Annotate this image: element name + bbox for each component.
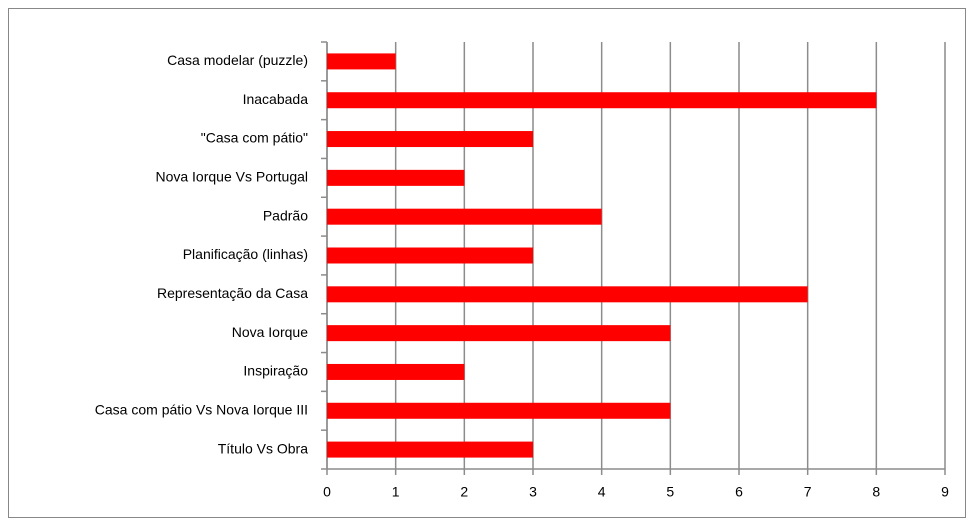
- bar: [327, 208, 602, 225]
- y-tick-label: Padrão: [263, 207, 308, 223]
- x-tick-label: 1: [392, 484, 400, 500]
- bar: [327, 247, 533, 264]
- bar: [327, 131, 533, 148]
- x-tick-label: 3: [529, 484, 537, 500]
- x-tick-label: 4: [598, 484, 606, 500]
- bar: [327, 441, 533, 458]
- y-tick-label: Planificação (linhas): [183, 246, 308, 262]
- bar: [327, 92, 877, 109]
- y-tick-label: Casa com pátio Vs Nova Iorque III: [95, 401, 308, 417]
- x-tick-label: 8: [872, 484, 880, 500]
- y-tick-label: Inacabada: [243, 91, 309, 107]
- bar: [327, 286, 808, 303]
- x-tick-label: 7: [804, 484, 812, 500]
- x-tick-label: 6: [735, 484, 743, 500]
- bar: [327, 402, 671, 419]
- y-tick-label: Casa modelar (puzzle): [167, 52, 308, 68]
- y-tick-label: Inspiração: [243, 363, 308, 379]
- y-tick-label: Título Vs Obra: [218, 440, 308, 456]
- y-tick-label: Nova Iorque: [232, 324, 308, 340]
- y-tick-label: "Casa com pátio": [201, 130, 308, 146]
- x-tick-label: 0: [323, 484, 331, 500]
- bar: [327, 53, 396, 70]
- x-tick-label: 5: [666, 484, 674, 500]
- x-tick-label: 2: [460, 484, 468, 500]
- y-tick-label: Nova Iorque Vs Portugal: [155, 169, 308, 185]
- bar: [327, 363, 465, 380]
- x-tick-label: 9: [941, 484, 949, 500]
- y-tick-label: Representação da Casa: [157, 285, 308, 301]
- bar: [327, 169, 465, 186]
- bar: [327, 325, 671, 342]
